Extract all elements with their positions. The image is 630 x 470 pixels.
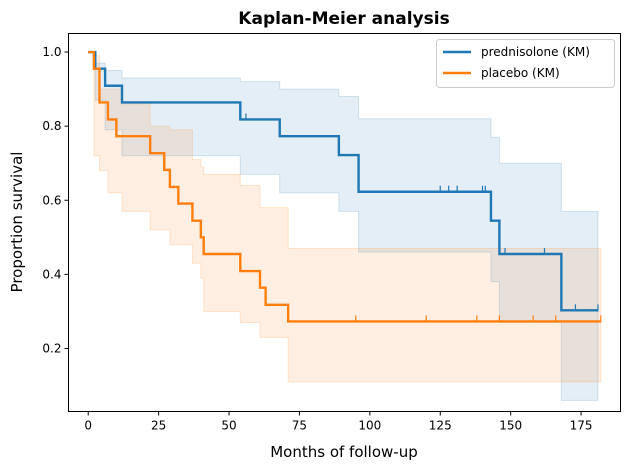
x-tick-label: 0 (84, 419, 92, 433)
y-tick-label: 1.0 (42, 45, 61, 59)
series-1-survival-line (88, 50, 598, 312)
y-axis-label: Proportion survival (8, 152, 26, 293)
plot-area (88, 50, 602, 401)
x-tick-label: 125 (429, 419, 452, 433)
x-tick-label: 25 (151, 419, 166, 433)
series-2-confidence-band (88, 51, 602, 383)
y-tick-label: 0.2 (42, 342, 61, 356)
axis-ticks: 0 25 50 75 100 125 150 175 0.2 0.4 0.6 0.8 1.0 (42, 45, 592, 432)
y-tick-label: 0.4 (42, 267, 61, 281)
legend-label-1: prednisolone (KM) (481, 45, 590, 59)
x-tick-label: 75 (292, 419, 307, 433)
x-tick-label: 175 (570, 419, 593, 433)
y-tick-label: 0.6 (42, 193, 61, 207)
legend: prednisolone (KM) placebo (KM) (436, 39, 615, 88)
x-axis-label: Months of follow-up (270, 443, 418, 461)
x-tick-label: 150 (499, 419, 522, 433)
legend-box (436, 39, 615, 88)
plot-frame (68, 33, 621, 412)
y-tick-label: 0.8 (42, 119, 61, 133)
chart-title: Kaplan-Meier analysis (238, 9, 449, 29)
x-tick-label: 100 (358, 419, 381, 433)
legend-label-2: placebo (KM) (481, 66, 560, 80)
x-tick-label: 50 (221, 419, 236, 433)
series-2-survival-line (88, 50, 601, 323)
